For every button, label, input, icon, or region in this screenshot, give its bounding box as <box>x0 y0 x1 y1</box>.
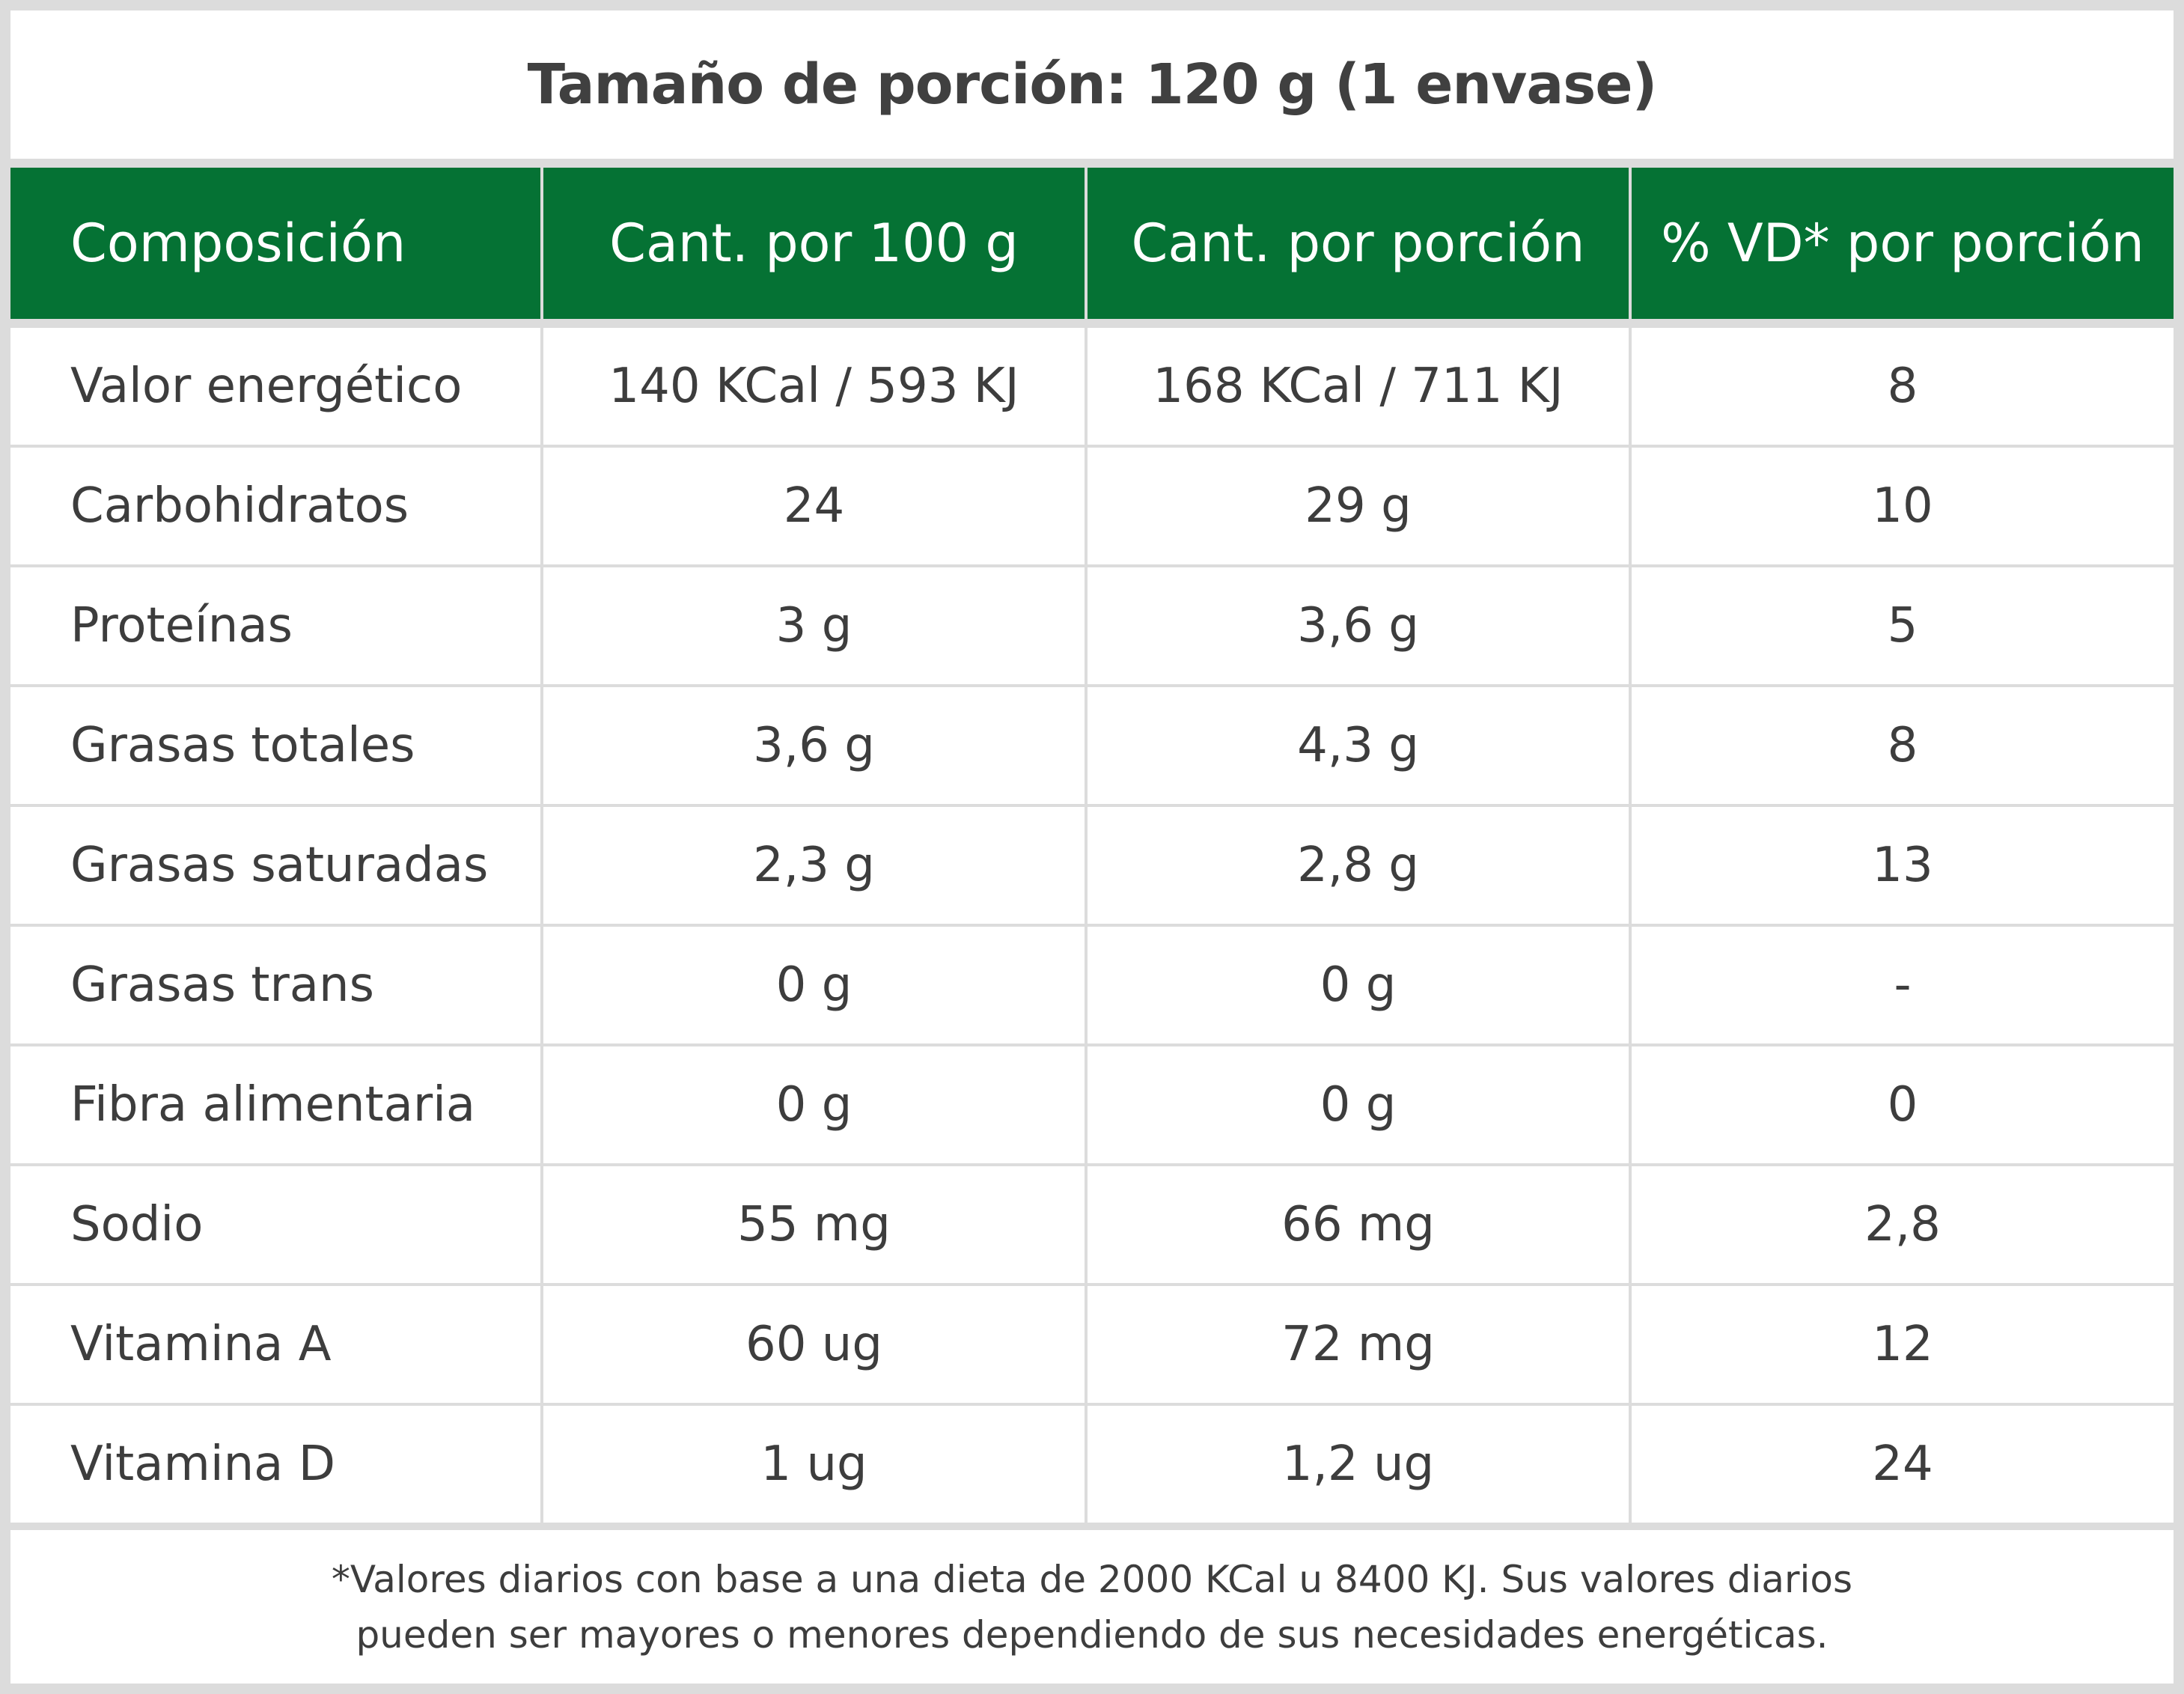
nutrient-name: Grasas saturadas <box>10 807 540 924</box>
amount-per-serving: 2,8 g <box>1088 807 1629 924</box>
column-header-per-serving: Cant. por porción <box>1088 168 1629 319</box>
daily-value-percent: 8 <box>1632 687 2174 804</box>
amount-per-serving: 168 KCal / 711 KJ <box>1088 328 1629 445</box>
serving-size-value: 120 g (1 envase) <box>1145 52 1657 117</box>
nutrient-name: Fibra alimentaria <box>10 1046 540 1163</box>
amount-per-serving: 3,6 g <box>1088 567 1629 684</box>
nutrition-facts-panel: Tamaño de porción: 120 g (1 envase) Comp… <box>10 10 2174 1684</box>
daily-value-percent: 5 <box>1632 567 2174 684</box>
amount-per-serving: 0 g <box>1088 1046 1629 1163</box>
column-header-per-100g: Cant. por 100 g <box>543 168 1085 319</box>
daily-value-percent: 8 <box>1632 328 2174 445</box>
nutrient-name: Proteínas <box>10 567 540 684</box>
daily-value-percent: 0 <box>1632 1046 2174 1163</box>
amount-per-serving: 4,3 g <box>1088 687 1629 804</box>
nutrient-name: Valor energético <box>10 328 540 445</box>
amount-per-100g: 55 mg <box>543 1166 1085 1283</box>
nutrient-name: Vitamina D <box>10 1406 540 1523</box>
daily-value-percent: 24 <box>1632 1406 2174 1523</box>
column-header-composition: Composición <box>10 168 540 319</box>
nutrient-name: Grasas totales <box>10 687 540 804</box>
footnote-line-2: pueden ser mayores o menores dependiendo… <box>356 1612 1828 1657</box>
nutrient-name: Vitamina A <box>10 1286 540 1403</box>
nutrition-table: Composición Cant. por 100 g Cant. por po… <box>10 168 2174 1523</box>
column-header-daily-value: % VD* por porción <box>1632 168 2174 319</box>
amount-per-100g: 0 g <box>543 927 1085 1043</box>
nutrient-name: Carbohidratos <box>10 448 540 564</box>
amount-per-serving: 66 mg <box>1088 1166 1629 1283</box>
serving-size-label: Tamaño de porción: <box>527 52 1128 117</box>
amount-per-100g: 3 g <box>543 567 1085 684</box>
daily-value-footnote: *Valores diarios con base a una dieta de… <box>10 1530 2174 1684</box>
amount-per-100g: 0 g <box>543 1046 1085 1163</box>
daily-value-percent: 2,8 <box>1632 1166 2174 1283</box>
daily-value-percent: 13 <box>1632 807 2174 924</box>
serving-size-banner: Tamaño de porción: 120 g (1 envase) <box>10 10 2174 159</box>
header-divider <box>10 322 2174 325</box>
nutrient-name: Grasas trans <box>10 927 540 1043</box>
amount-per-serving: 29 g <box>1088 448 1629 564</box>
amount-per-serving: 1,2 ug <box>1088 1406 1629 1523</box>
daily-value-percent: - <box>1632 927 2174 1043</box>
daily-value-percent: 12 <box>1632 1286 2174 1403</box>
amount-per-100g: 60 ug <box>543 1286 1085 1403</box>
amount-per-serving: 72 mg <box>1088 1286 1629 1403</box>
amount-per-100g: 24 <box>543 448 1085 564</box>
amount-per-100g: 3,6 g <box>543 687 1085 804</box>
amount-per-100g: 140 KCal / 593 KJ <box>543 328 1085 445</box>
amount-per-100g: 1 ug <box>543 1406 1085 1523</box>
amount-per-100g: 2,3 g <box>543 807 1085 924</box>
amount-per-serving: 0 g <box>1088 927 1629 1043</box>
daily-value-percent: 10 <box>1632 448 2174 564</box>
footnote-line-1: *Valores diarios con base a una dieta de… <box>331 1557 1853 1601</box>
nutrient-name: Sodio <box>10 1166 540 1283</box>
